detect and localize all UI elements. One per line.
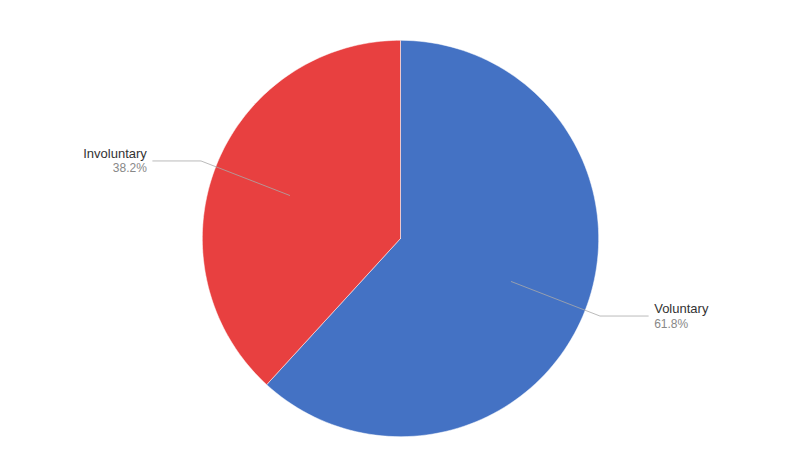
svg-text:61.8%: 61.8% bbox=[654, 317, 688, 331]
svg-text:Voluntary: Voluntary bbox=[654, 301, 709, 316]
svg-text:38.2%: 38.2% bbox=[113, 161, 147, 175]
svg-text:Involuntary: Involuntary bbox=[83, 146, 147, 161]
